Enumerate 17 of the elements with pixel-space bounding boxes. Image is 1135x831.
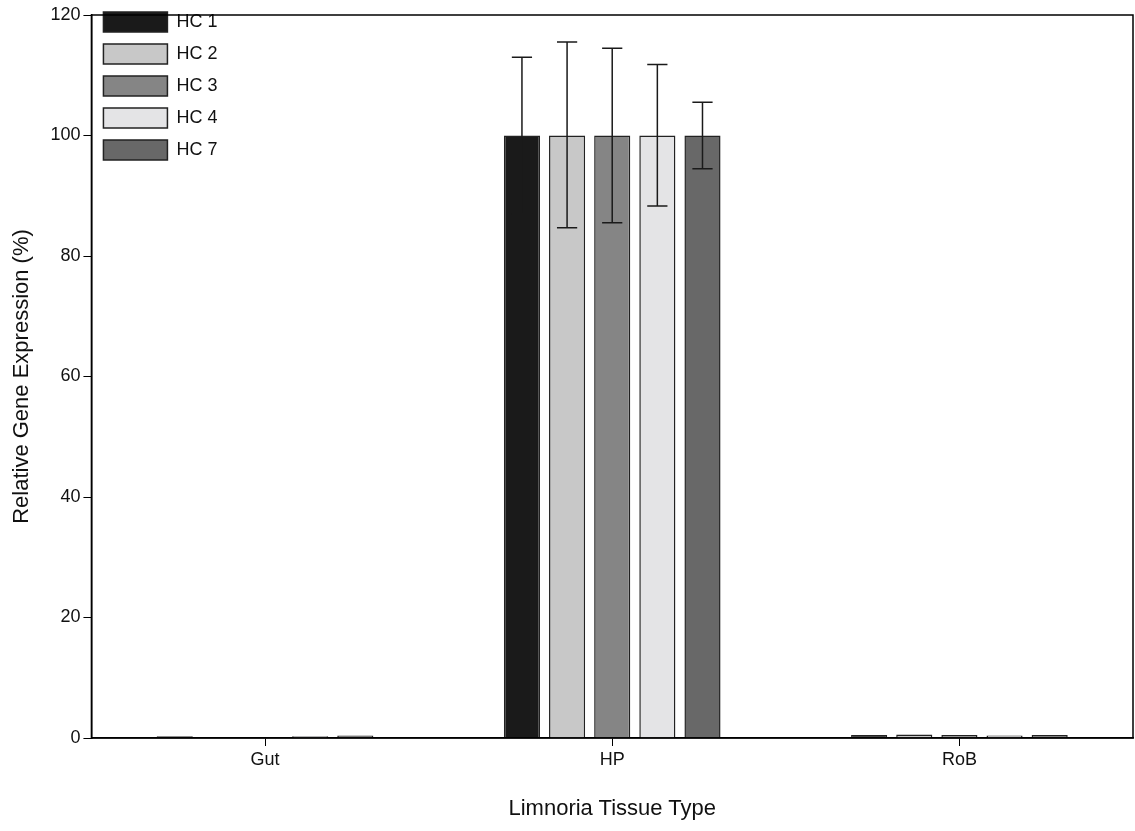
legend-label: HC 4	[176, 106, 218, 127]
legend-label: HC 3	[176, 74, 218, 95]
x-tick-label: RoB	[941, 748, 977, 769]
y-tick-label: 20	[60, 606, 81, 627]
legend-label: HC 7	[176, 138, 218, 159]
y-tick-label: 80	[60, 244, 81, 265]
y-tick-label: 0	[70, 726, 81, 747]
x-axis-title: Limnoria Tissue Type	[508, 794, 716, 820]
y-tick-label: 120	[50, 3, 81, 24]
legend-label: HC 2	[176, 42, 218, 63]
y-tick-label: 100	[50, 124, 81, 145]
x-tick-label: HP	[599, 748, 625, 769]
y-tick-label: 40	[60, 485, 81, 506]
y-tick-label: 60	[60, 365, 81, 386]
legend-label: HC 1	[176, 10, 218, 31]
y-axis-title: Relative Gene Expression (%)	[8, 229, 34, 524]
x-tick-label: Gut	[250, 748, 280, 769]
